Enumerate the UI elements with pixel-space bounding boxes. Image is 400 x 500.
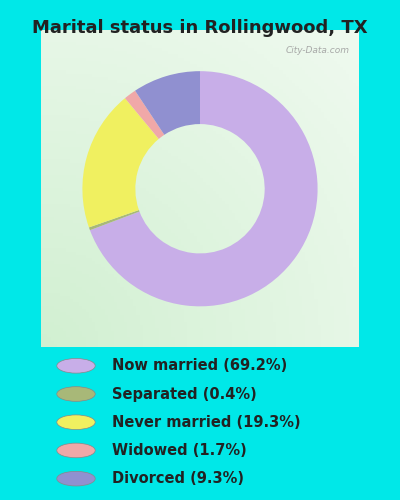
Circle shape (57, 415, 95, 430)
Text: Marital status in Rollingwood, TX: Marital status in Rollingwood, TX (32, 19, 368, 37)
Text: Widowed (1.7%): Widowed (1.7%) (112, 443, 247, 458)
Wedge shape (125, 90, 164, 139)
Wedge shape (89, 210, 140, 230)
Text: Divorced (9.3%): Divorced (9.3%) (112, 471, 244, 486)
Text: Now married (69.2%): Now married (69.2%) (112, 358, 287, 374)
Wedge shape (82, 98, 159, 228)
Circle shape (57, 472, 95, 486)
Circle shape (57, 386, 95, 402)
Text: Never married (19.3%): Never married (19.3%) (112, 414, 301, 430)
Wedge shape (135, 71, 200, 135)
Text: City-Data.com: City-Data.com (285, 46, 349, 55)
Circle shape (57, 358, 95, 373)
Text: Separated (0.4%): Separated (0.4%) (112, 386, 257, 402)
Wedge shape (90, 71, 318, 306)
Circle shape (57, 443, 95, 458)
